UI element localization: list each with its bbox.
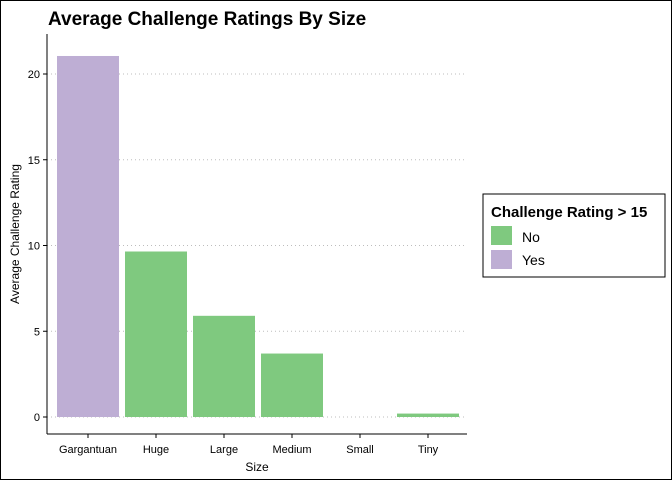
legend-label-no: No — [522, 229, 540, 245]
legend-swatch-no — [491, 226, 512, 245]
bar-large — [193, 315, 255, 417]
x-tick-label-medium: Medium — [272, 444, 311, 456]
x-axis-title: Size — [245, 460, 269, 474]
legend-swatch-yes — [491, 250, 512, 269]
x-tick-label-gargantuan: Gargantuan — [59, 444, 117, 456]
x-ticks: Gargantuan Huge Large Medium Small Tiny — [59, 434, 439, 456]
y-tick-label: 15 — [28, 155, 40, 167]
legend: Challenge Rating > 15 No Yes — [482, 193, 666, 278]
bar-tiny — [397, 413, 459, 417]
x-tick-label-large: Large — [210, 444, 238, 456]
bar-gargantuan — [57, 55, 119, 418]
x-tick-label-tiny: Tiny — [418, 444, 439, 456]
y-tick-label: 10 — [28, 241, 40, 253]
y-ticks: 0 5 10 15 20 — [28, 69, 47, 424]
legend-title: Challenge Rating > 15 — [491, 204, 647, 221]
bars — [57, 55, 459, 418]
legend-label-yes: Yes — [522, 252, 545, 268]
bar-medium — [261, 353, 323, 417]
x-tick-label-huge: Huge — [143, 444, 169, 456]
y-tick-label: 20 — [28, 69, 40, 81]
x-tick-label-small: Small — [346, 444, 374, 456]
y-tick-label: 5 — [34, 326, 40, 338]
y-axis-title: Average Challenge Rating — [8, 164, 22, 304]
chart-title: Average Challenge Ratings By Size — [48, 9, 366, 30]
y-tick-label: 0 — [34, 412, 40, 424]
bar-huge — [125, 251, 187, 417]
legend-box — [482, 193, 666, 278]
